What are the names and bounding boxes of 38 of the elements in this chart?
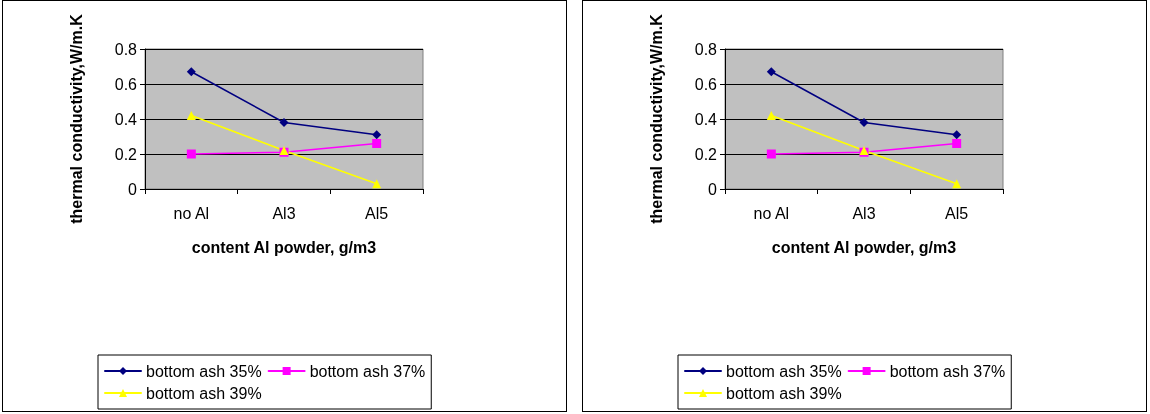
point — [186, 149, 196, 159]
y-tick-label: 0.8 — [114, 40, 138, 58]
y-axis-title: thermal conductivity,W/m.K — [647, 13, 665, 224]
point — [766, 149, 776, 159]
legend-label: bottom ash 37% — [889, 362, 1006, 380]
x-tick-label: Al3 — [272, 204, 296, 222]
x-tick-label: Al5 — [945, 204, 969, 222]
y-tick-label: 0 — [708, 180, 718, 198]
y-tick-label: 0.8 — [694, 40, 718, 58]
point — [372, 130, 382, 140]
y-tick-label: 0.2 — [694, 145, 718, 163]
legend-label: bottom ash 37% — [309, 362, 426, 380]
x-tick-label: no Al — [753, 204, 790, 222]
y-axis-title: thermal conductivity,W/m.K — [67, 13, 85, 224]
y-tick-label: 0.6 — [694, 75, 718, 93]
x-axis-title: content Al powder, g/m3 — [771, 238, 957, 256]
legend-label: bottom ash 35% — [726, 362, 842, 380]
point — [372, 139, 382, 148]
point — [766, 111, 776, 120]
legend-label: bottom ash 39% — [726, 384, 842, 402]
legend-label: bottom ash 35% — [146, 362, 262, 380]
point — [952, 130, 962, 140]
point — [859, 118, 869, 127]
point — [279, 118, 289, 127]
point — [186, 111, 196, 120]
x-axis-title: content Al powder, g/m3 — [191, 238, 377, 256]
y-tick-label: 0.6 — [114, 75, 138, 93]
y-tick-label: 0.4 — [114, 110, 138, 128]
x-tick-label: no Al — [173, 204, 210, 222]
point — [952, 139, 962, 148]
y-tick-label: 0 — [128, 180, 138, 198]
y-tick-label: 0.2 — [114, 145, 138, 163]
x-tick-label: Al3 — [852, 204, 876, 222]
legend-label: bottom ash 39% — [146, 384, 262, 402]
y-tick-label: 0.4 — [694, 110, 718, 128]
x-tick-label: Al5 — [365, 204, 389, 222]
point — [766, 67, 776, 77]
point — [186, 67, 196, 77]
